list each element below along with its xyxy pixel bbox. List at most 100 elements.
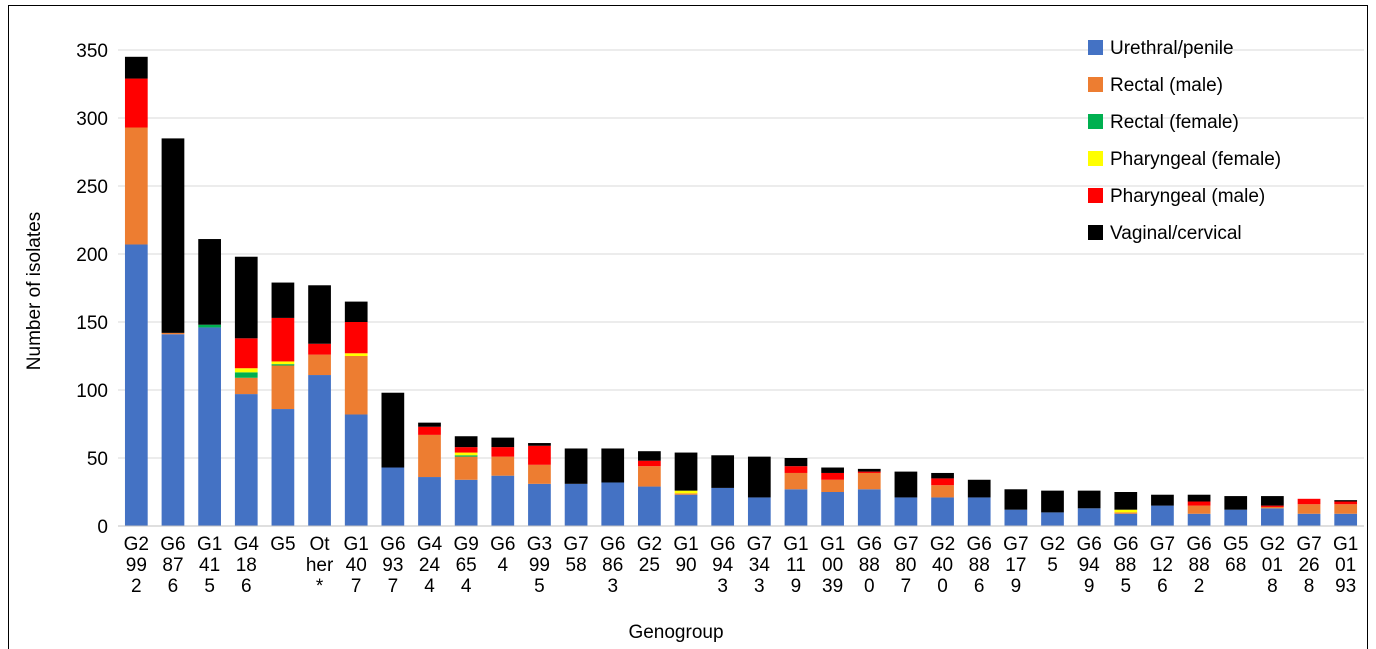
x-tick-label-line: 25 (639, 555, 660, 576)
bar-stack-g7126 (1151, 494, 1174, 526)
bar-segment-urethral-penile (161, 334, 185, 526)
bar-stack-g3995 (528, 443, 551, 526)
x-tick-label: G6 4 (490, 534, 515, 576)
x-axis-title: Genogroup (628, 622, 723, 643)
x-tick-label-line: G6 (600, 534, 625, 555)
x-tick-label-line: 90 (675, 555, 696, 576)
x-tick-label-line: 7 (351, 576, 362, 597)
bar-segment-vaginal-cervical (1261, 496, 1284, 506)
bar-segment-urethral-penile (784, 489, 808, 526)
bar-segment-pharyngeal-male (1261, 505, 1284, 507)
bar-segment-rectal-male (638, 466, 661, 487)
bar-segment-vaginal-cervical (1004, 489, 1028, 510)
x-tick-label-line: 4 (461, 576, 472, 597)
x-tick-label-line: 99 (126, 555, 147, 576)
bar-stack-g2400 (931, 472, 954, 526)
bar-stack-g1407 (344, 301, 368, 526)
bar-stack-g2992 (124, 56, 148, 527)
bar-stack-g6949 (1077, 490, 1101, 526)
x-tick-label-line: G7 (747, 534, 772, 555)
x-tick-label-line: * (316, 576, 324, 597)
chart-frame (8, 5, 1368, 649)
legend-label: Vaginal/cervical (1110, 223, 1242, 244)
x-tick-label-line: 9 (791, 576, 802, 597)
bar-stack-g6885 (1114, 492, 1138, 526)
bar-segment-urethral-penile (1297, 513, 1321, 526)
bar-segment-vaginal-cervical (711, 455, 735, 488)
legend-item: Rectal (male) (1088, 75, 1223, 96)
bar-stack-g4244 (418, 422, 441, 526)
bar-segment-urethral-penile (1151, 505, 1174, 526)
bar-segment-pharyngeal-male (418, 426, 441, 435)
bar-stack-g5 (271, 282, 295, 526)
x-tick-label: G1 40 7 (344, 534, 369, 597)
x-tick-label-line: 3 (754, 576, 765, 597)
bar-segment-vaginal-cervical (674, 452, 698, 491)
bar-segment-urethral-penile (674, 494, 698, 526)
bar-segment-pharyngeal-male (784, 466, 808, 473)
x-tick-label: G7 12 6 (1150, 534, 1175, 597)
bar-segment-urethral-penile (308, 375, 331, 526)
bar-segment-urethral-penile (894, 497, 918, 526)
bar-segment-rectal-female (234, 372, 258, 378)
x-tick-label-line: G7 (1296, 534, 1321, 555)
bar-segment-rectal-male (418, 434, 441, 478)
bar-stack-g7179 (1004, 489, 1028, 526)
bar-segment-pharyngeal-male (271, 317, 295, 362)
bar-segment-vaginal-cervical (124, 56, 148, 79)
x-tick-label: G2 25 (637, 534, 662, 576)
bar-segment-urethral-penile (234, 394, 258, 526)
bar-segment-vaginal-cervical (491, 437, 515, 448)
bar-segment-urethral-penile (454, 479, 478, 526)
x-tick-label-line: G6 (490, 534, 515, 555)
x-tick-label: G5 68 (1223, 534, 1248, 576)
bar-segment-urethral-penile (491, 475, 515, 526)
x-tick-label-line: 5 (204, 576, 215, 597)
x-tick-label-line: 87 (162, 555, 183, 576)
bar-segment-pharyngeal-male (821, 472, 844, 480)
legend-item: Pharyngeal (female) (1088, 149, 1281, 170)
bar-segment-pharyngeal-male (1334, 501, 1358, 505)
legend-label: Pharyngeal (female) (1110, 149, 1281, 170)
bar-stack-g6943 (711, 455, 735, 526)
bar-segment-vaginal-cervical (857, 468, 881, 472)
bar-segment-vaginal-cervical (161, 138, 185, 333)
bar-stack-g25 (1041, 490, 1064, 526)
legend-swatch (1088, 151, 1103, 166)
x-tick-label: G4 18 6 (234, 534, 260, 597)
legend: Urethral/penile Rectal (male) Rectal (fema… (1088, 38, 1281, 244)
bar-segment-vaginal-cervical (418, 422, 441, 427)
bar-stack-g9654 (454, 436, 478, 526)
x-tick-label-line: 5 (534, 576, 545, 597)
bar-segment-rectal-male (1187, 505, 1211, 514)
x-tick-label: G1 41 5 (197, 534, 222, 597)
x-tick-label-line: G5 (270, 534, 295, 555)
bar-segment-urethral-penile (821, 492, 844, 526)
x-tick-label-line: 8 (1267, 576, 1278, 597)
legend-item: Rectal (female) (1088, 112, 1239, 133)
x-tick-label-line: G6 (967, 534, 992, 555)
bar-stack-g1119 (784, 458, 808, 526)
bar-stack-g6876 (161, 138, 185, 526)
bar-segment-vaginal-cervical (1114, 492, 1138, 510)
x-tick-label-line: G6 (160, 534, 185, 555)
bar-segment-urethral-penile (967, 497, 991, 526)
y-tick-label: 350 (76, 41, 108, 62)
bar-stack-g2018 (1261, 496, 1284, 526)
x-tick-label-line: G6 (1186, 534, 1211, 555)
bar-segment-rectal-male (271, 365, 295, 410)
bar-segment-vaginal-cervical (601, 448, 625, 483)
bar-segment-rectal-male (674, 493, 698, 495)
x-tick-label-line: 5 (1121, 576, 1132, 597)
bar-stack-g7268 (1297, 498, 1321, 526)
bar-segment-urethral-penile (747, 497, 771, 526)
x-tick-label-line: 0 (937, 576, 948, 597)
bar-segment-pharyngeal-male (344, 322, 368, 354)
x-tick-label-line: 7 (388, 576, 399, 597)
legend-swatch (1088, 114, 1103, 129)
bar-segment-rectal-male (454, 456, 478, 480)
x-tick-label: G6 87 6 (160, 534, 185, 597)
x-tick-labels: G2 99 2G6 87 6G1 41 5G4 18 6G5 Ot her *G1 40 7G6 93 7G4… (124, 534, 1359, 597)
x-tick-label-line: 9 (1011, 576, 1022, 597)
